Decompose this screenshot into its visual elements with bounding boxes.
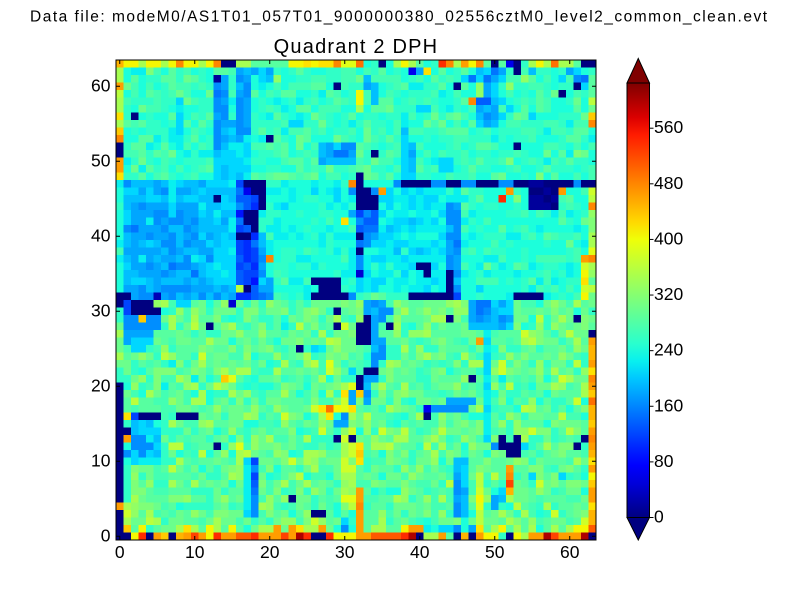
svg-text:0: 0 [115, 542, 125, 562]
svg-text:60: 60 [91, 75, 111, 95]
svg-text:40: 40 [410, 542, 430, 562]
svg-text:80: 80 [654, 451, 674, 471]
svg-text:560: 560 [654, 117, 683, 137]
svg-text:0: 0 [654, 507, 664, 527]
svg-text:40: 40 [91, 225, 111, 245]
svg-text:20: 20 [260, 542, 280, 562]
svg-text:240: 240 [654, 340, 683, 360]
svg-text:50: 50 [485, 542, 505, 562]
svg-text:Quadrant 2 DPH: Quadrant 2 DPH [274, 36, 439, 58]
svg-text:20: 20 [91, 375, 111, 395]
svg-text:0: 0 [101, 525, 111, 545]
svg-text:320: 320 [654, 284, 683, 304]
svg-text:30: 30 [335, 542, 355, 562]
svg-text:10: 10 [91, 450, 111, 470]
svg-text:50: 50 [91, 150, 111, 170]
svg-text:160: 160 [654, 395, 683, 415]
svg-text:Data file: modeM0/AS1T01_057T0: Data file: modeM0/AS1T01_057T01_90000003… [30, 9, 769, 26]
svg-text:480: 480 [654, 173, 683, 193]
svg-text:10: 10 [185, 542, 205, 562]
svg-text:30: 30 [91, 300, 111, 320]
svg-text:400: 400 [654, 228, 683, 248]
svg-text:60: 60 [560, 542, 580, 562]
